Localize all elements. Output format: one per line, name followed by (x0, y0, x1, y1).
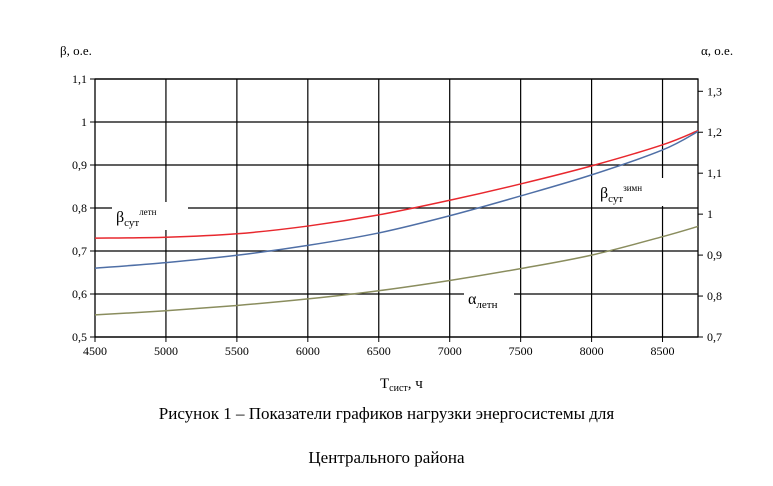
x-tick-label: 7500 (509, 344, 533, 358)
svg-text:αлетн: αлетн (468, 291, 498, 311)
y-right-tick-label: 0,9 (707, 248, 722, 262)
x-tick-label: 5500 (225, 344, 249, 358)
x-tick-label: 4500 (83, 344, 107, 358)
chart: 0,50,60,70,80,911,1 0,70,80,911,11,21,3 … (60, 43, 733, 394)
x-tick-label: 5000 (154, 344, 178, 358)
svg-text:βсутлетн: βсутлетн (116, 207, 157, 229)
y-right-tick-label: 1,3 (707, 84, 722, 98)
y-right-tick-label: 0,8 (707, 289, 722, 303)
series-line-0 (94, 129, 699, 239)
y-left-tick-label: 1 (81, 115, 87, 129)
left-axis-ticks: 0,5 0,6 0,7 0,8 0,9 1 1,1 (72, 72, 95, 344)
y-left-tick-label: 0,8 (72, 201, 87, 215)
x-axis-title-sub: сист (389, 383, 408, 394)
series-line-2 (94, 225, 699, 316)
x-tick-label: 6500 (367, 344, 391, 358)
series-label-alpha-summer: αлетн (464, 286, 514, 312)
x-axis-title-main: T (380, 376, 389, 392)
right-axis-ticks: 0,7 0,8 0,9 1 1,1 1,2 1,3 (698, 84, 722, 344)
figure-caption-line-1: Рисунок 1 – Показатели графиков нагрузки… (158, 404, 615, 423)
y-right-tick-label: 0,7 (707, 330, 722, 344)
grid (95, 78, 698, 338)
x-axis-ticks: 4500 5000 5500 6000 6500 7000 7500 8000 8500 (83, 337, 675, 358)
left-axis-title: β, о.е. (60, 43, 92, 58)
x-tick-label: 7000 (438, 344, 462, 358)
svg-text:βсутзимн: βсутзимн (600, 183, 642, 205)
y-left-tick-label: 0,7 (72, 244, 87, 258)
y-left-tick-label: 0,5 (72, 330, 87, 344)
x-axis-title: Tсист, ч (380, 376, 423, 394)
x-tick-label: 8500 (651, 344, 675, 358)
series-label-beta-summer: βсутлетн (112, 202, 188, 230)
y-right-tick-label: 1,1 (707, 166, 722, 180)
y-left-tick-label: 1,1 (72, 72, 87, 86)
series-lines (94, 129, 699, 316)
figure-caption-line-2: Центрального района (308, 448, 465, 467)
x-tick-label: 6000 (296, 344, 320, 358)
x-tick-label: 8000 (580, 344, 604, 358)
right-axis-title: α, о.е. (701, 43, 733, 58)
series-line-1 (94, 130, 699, 269)
y-right-tick-label: 1,2 (707, 125, 722, 139)
x-axis-title-unit: , ч (408, 376, 424, 392)
y-left-tick-label: 0,6 (72, 287, 87, 301)
y-left-tick-label: 0,9 (72, 158, 87, 172)
series-label-beta-winter: βсутзимн (596, 178, 666, 206)
y-right-tick-label: 1 (707, 207, 713, 221)
